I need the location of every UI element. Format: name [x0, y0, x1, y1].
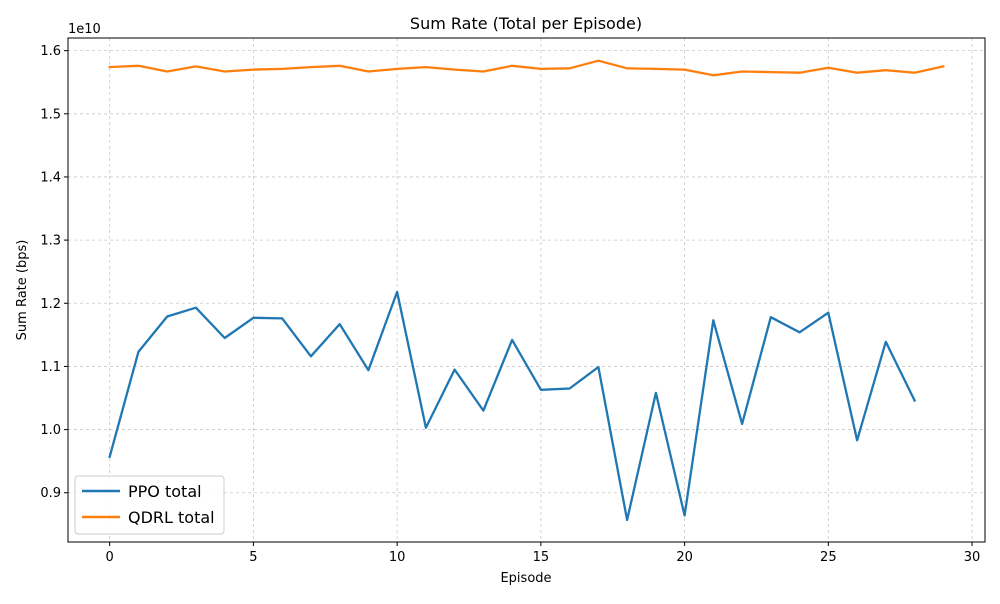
x-tick-label: 20 [676, 550, 693, 565]
x-axis-label: Episode [500, 571, 551, 586]
y-axis-label: Sum Rate (bps) [15, 240, 30, 341]
chart-title: Sum Rate (Total per Episode) [410, 14, 642, 33]
x-tick-label: 30 [964, 550, 981, 565]
plot-frame [67, 37, 986, 543]
y-tick-label: 1.1 [40, 360, 61, 375]
x-tick-label: 25 [820, 550, 837, 565]
y-tick-label: 1.0 [40, 423, 61, 438]
y-tick-label: 1.2 [40, 297, 61, 312]
series-lines [108, 59, 945, 522]
y-tick-label: 1.5 [40, 107, 61, 122]
axis-ticks: 0 5 10 15 20 25 30 0.9 1.0 1.1 1.2 1.3 1.4 1.5 1.6 [40, 44, 980, 565]
x-tick-label: 5 [249, 550, 257, 565]
y-tick-label: 1.3 [40, 234, 61, 249]
y-tick-label: 1.6 [40, 44, 61, 59]
y-tick-label: 0.9 [40, 486, 61, 501]
legend-label-ppo: PPO total [128, 482, 202, 501]
y-axis-offset-text: 1e10 [68, 22, 101, 37]
series-line-ppo [108, 290, 917, 522]
x-tick-label: 15 [533, 550, 550, 565]
y-tick-label: 1.4 [40, 170, 61, 185]
x-tick-label: 10 [389, 550, 406, 565]
legend: PPO total QDRL total [74, 475, 225, 535]
legend-label-qdrl: QDRL total [128, 508, 215, 527]
x-tick-label: 0 [106, 550, 114, 565]
series-line-qdrl [108, 59, 945, 77]
